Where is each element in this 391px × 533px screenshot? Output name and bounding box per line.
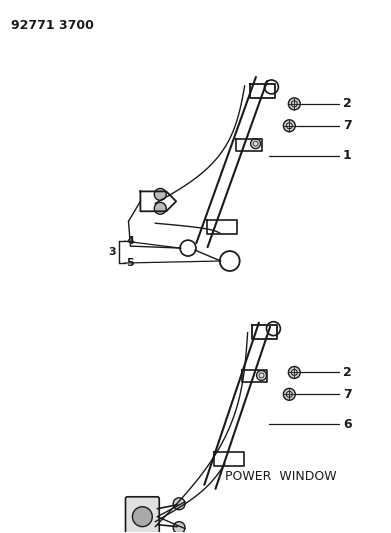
Circle shape [154,188,166,200]
Text: 7: 7 [343,119,352,132]
Circle shape [251,139,260,149]
Text: 2: 2 [343,366,352,379]
Text: 5: 5 [127,258,134,268]
Circle shape [173,522,185,533]
Text: 7: 7 [343,388,352,401]
Text: POWER  WINDOW: POWER WINDOW [225,471,336,483]
Text: 2: 2 [343,98,352,110]
Text: 6: 6 [343,418,352,431]
Circle shape [264,80,278,94]
Circle shape [256,370,267,381]
Text: 92771 3700: 92771 3700 [11,19,94,33]
Text: 4: 4 [127,236,135,246]
Circle shape [154,203,166,214]
Text: 1: 1 [343,149,352,162]
Circle shape [267,322,280,336]
FancyBboxPatch shape [126,497,159,533]
Circle shape [133,507,152,527]
Circle shape [283,120,295,132]
Text: 3: 3 [108,247,116,257]
Circle shape [173,498,185,510]
Circle shape [288,98,300,110]
Circle shape [283,389,295,400]
Circle shape [288,367,300,378]
